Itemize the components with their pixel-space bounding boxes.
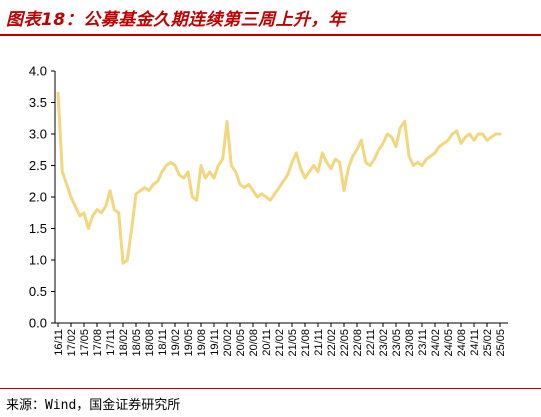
x-tick-label: 21/02	[274, 329, 286, 357]
x-tick-label: 22/02	[326, 329, 338, 357]
source-divider	[0, 388, 541, 389]
x-tick-label: 22/05	[339, 329, 351, 357]
y-tick-label: 3.0	[29, 127, 47, 142]
x-tick-label: 21/05	[287, 329, 299, 357]
y-tick-label: 4.0	[29, 64, 47, 79]
x-tick-label: 20/05	[235, 329, 247, 357]
y-tick-label: 3.5	[29, 95, 47, 110]
x-tick-label: 23/11	[417, 329, 429, 356]
y-tick-label: 2.0	[29, 190, 47, 205]
x-tick-label: 24/02	[430, 329, 442, 357]
source-note: 来源：Wind，国金证券研究所	[6, 398, 181, 413]
x-tick-label: 19/11	[209, 329, 221, 356]
x-tick-label: 22/08	[352, 329, 364, 357]
x-tick-label: 21/08	[300, 329, 312, 357]
x-tick-label: 17/08	[92, 329, 104, 357]
y-tick-label: 0.5	[29, 284, 47, 299]
y-tick-label: 1.5	[29, 221, 47, 236]
x-tick-label: 21/11	[313, 329, 325, 356]
x-tick-label: 20/08	[248, 329, 260, 357]
x-tick-label: 17/05	[79, 329, 91, 357]
x-tick-label: 18/08	[144, 329, 156, 357]
x-tick-label: 24/05	[443, 329, 455, 357]
x-tick-label: 16/11	[53, 329, 65, 356]
x-tick-label: 25/02	[482, 329, 494, 357]
y-tick-label: 1.0	[29, 253, 47, 268]
x-tick-label: 24/08	[456, 329, 468, 357]
x-tick-label: 18/11	[157, 329, 169, 356]
x-tick-label: 25/05	[495, 329, 507, 357]
x-tick-label: 20/11	[261, 329, 273, 356]
x-tick-label: 18/05	[131, 329, 143, 357]
x-tick-label: 18/02	[118, 329, 130, 357]
series-line	[56, 91, 502, 265]
x-tick-label: 23/08	[404, 329, 416, 357]
x-tick-label: 17/02	[66, 329, 78, 357]
x-tick-label: 20/02	[222, 329, 234, 357]
x-tick-label: 19/02	[170, 329, 182, 357]
x-tick-label: 19/05	[183, 329, 195, 357]
x-tick-label: 19/08	[196, 329, 208, 357]
x-tick-label: 17/11	[105, 329, 117, 356]
title-divider	[0, 34, 541, 36]
y-tick-label: 0.0	[29, 316, 47, 331]
x-tick-label: 23/02	[378, 329, 390, 357]
y-axis-ticks: 0.0 0.5 1.0 1.5 2.0 2.5 3.0 3.5 4.0	[29, 64, 55, 331]
chart-title: 图表18：公募基金久期连续第三周上升，年	[6, 10, 346, 30]
x-axis-ticks: 16/11 17/02 17/05 17/08 17/11 18/02 18/05 18/08…	[53, 323, 507, 357]
x-tick-label: 24/11	[469, 329, 481, 356]
x-tick-label: 22/11	[365, 329, 377, 356]
x-tick-label: 23/05	[391, 329, 403, 357]
y-tick-label: 2.5	[29, 158, 47, 173]
